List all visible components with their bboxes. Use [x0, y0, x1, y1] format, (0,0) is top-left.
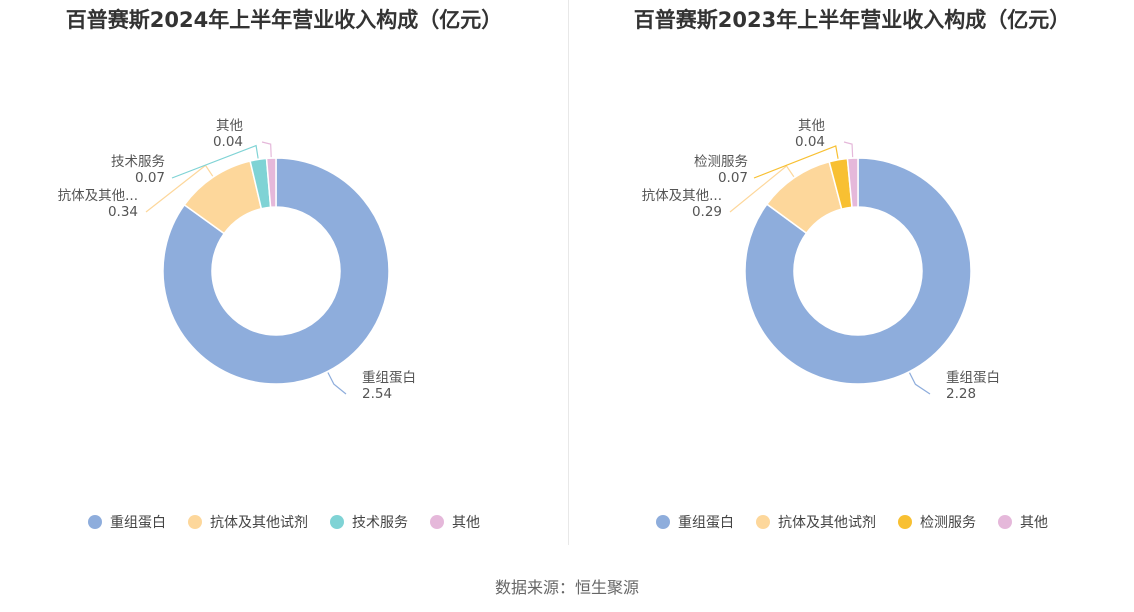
legend-label: 重组蛋白	[678, 515, 734, 531]
legend-label: 抗体及其他试剂	[778, 515, 876, 531]
slice-value: 2.28	[946, 386, 976, 402]
slice-label: 抗体及其他...	[58, 188, 138, 204]
leader-line-3	[753, 145, 839, 179]
chart-panel-2024: 百普赛斯2024年上半年营业收入构成（亿元） 重组蛋白 2.54 抗体及其他... 0…	[0, 0, 568, 560]
legend-label: 重组蛋白	[110, 515, 166, 531]
legend-marker	[656, 515, 670, 529]
legend-label: 检测服务	[920, 515, 976, 531]
chart-legend: 重组蛋白 抗体及其他试剂 检测服务 其他	[570, 512, 1134, 532]
leader-line-3	[171, 144, 259, 179]
slice-value: 0.04	[213, 134, 243, 150]
legend-item[interactable]: 检测服务	[898, 512, 976, 532]
legend-item[interactable]: 抗体及其他试剂	[756, 512, 876, 532]
legend-item[interactable]: 技术服务	[330, 512, 408, 532]
pie-slice-1	[744, 157, 972, 385]
legend-marker	[756, 515, 770, 529]
chart-title: 百普赛斯2023年上半年营业收入构成（亿元）	[633, 8, 1071, 32]
legend-marker	[430, 515, 444, 529]
pie-slice-4	[265, 157, 277, 209]
slice-label: 其他	[798, 118, 825, 134]
slice-label: 重组蛋白	[362, 370, 416, 386]
slice-label: 重组蛋白	[946, 370, 1000, 386]
legend-label: 其他	[1020, 515, 1048, 531]
legend-marker	[330, 515, 344, 529]
legend-item[interactable]: 抗体及其他试剂	[188, 512, 308, 532]
legend-item[interactable]: 重组蛋白	[88, 512, 166, 532]
slice-value: 0.07	[718, 170, 748, 186]
chart-legend: 重组蛋白 抗体及其他试剂 技术服务 其他	[0, 512, 568, 532]
legend-label: 抗体及其他试剂	[210, 515, 308, 531]
legend-item[interactable]: 重组蛋白	[656, 512, 734, 532]
leader-line-2	[729, 165, 795, 213]
legend-marker	[88, 515, 102, 529]
slice-value: 0.07	[135, 170, 165, 186]
slice-label: 其他	[216, 118, 243, 134]
legend-item[interactable]: 其他	[430, 512, 480, 532]
legend-label: 技术服务	[352, 515, 408, 531]
data-source: 数据来源：恒生聚源	[494, 578, 639, 597]
leader-line-4	[261, 141, 272, 158]
slice-value: 0.29	[692, 204, 722, 220]
pie-slice-4	[846, 157, 859, 209]
legend-item[interactable]: 其他	[998, 512, 1048, 532]
slice-label: 检测服务	[694, 154, 748, 170]
leader-line-1	[327, 372, 347, 395]
chart-title: 百普赛斯2024年上半年营业收入构成（亿元）	[65, 8, 503, 32]
legend-marker	[188, 515, 202, 529]
pie-slice-1	[162, 157, 390, 385]
slice-value: 2.54	[362, 386, 392, 402]
slice-label: 技术服务	[111, 154, 165, 170]
legend-marker	[998, 515, 1012, 529]
legend-marker	[898, 515, 912, 529]
panel-divider	[568, 0, 569, 545]
leader-line-4	[843, 141, 854, 158]
slice-label: 抗体及其他...	[642, 188, 722, 204]
legend-label: 其他	[452, 515, 480, 531]
slice-value: 0.34	[108, 204, 138, 220]
slice-value: 0.04	[795, 134, 825, 150]
leader-line-1	[908, 372, 931, 395]
chart-panel-2023: 百普赛斯2023年上半年营业收入构成（亿元） 重组蛋白 2.28 抗体及其他... 0…	[570, 0, 1134, 560]
